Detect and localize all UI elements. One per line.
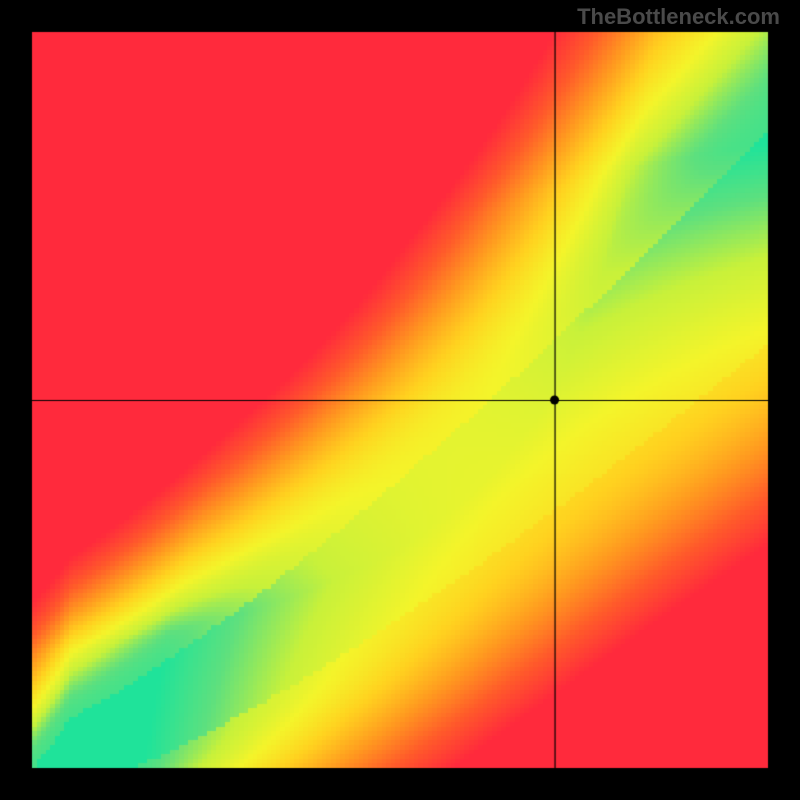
bottleneck-heatmap bbox=[0, 0, 800, 800]
chart-container: { "watermark": { "text": "TheBottleneck.… bbox=[0, 0, 800, 800]
watermark-text: TheBottleneck.com bbox=[577, 4, 780, 30]
